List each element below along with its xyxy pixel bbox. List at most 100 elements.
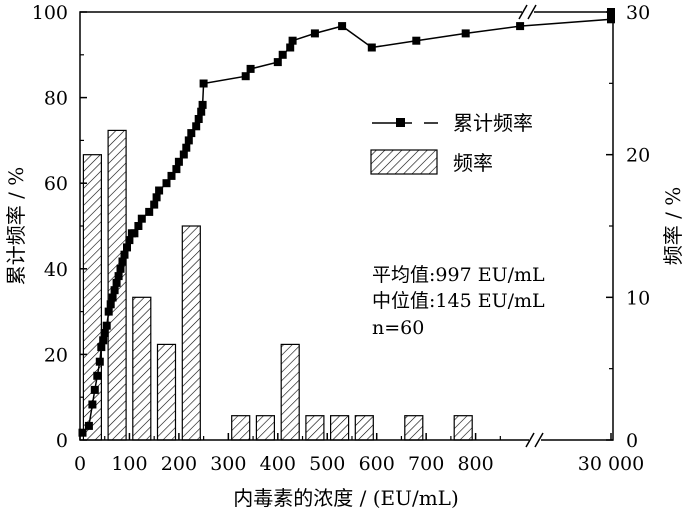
frequency-bar <box>404 415 424 441</box>
frequency-bar <box>156 343 177 441</box>
cumulative-point <box>172 165 181 174</box>
y-left-tick-label: 20 <box>44 344 68 366</box>
cumulative-point <box>88 400 97 409</box>
frequency-bar <box>231 415 251 441</box>
cumulative-point <box>100 329 109 337</box>
cumulative-point <box>123 243 131 252</box>
cumulative-point <box>99 336 108 345</box>
y-right-tick-label: 10 <box>626 287 650 309</box>
cumulative-point <box>134 222 143 230</box>
x-tick-label: 100 <box>111 453 147 475</box>
legend-bar-label: 频率 <box>453 151 493 175</box>
cumulative-point <box>84 421 93 430</box>
cumulative-point <box>288 36 297 45</box>
cumulative-point <box>95 357 104 366</box>
x-axis-title: 内毒素的浓度 / (EU/mL) <box>233 486 459 510</box>
stats-annotation: 平均值:997 EU/mL 中位值:145 EU/mL n=60 <box>372 264 545 339</box>
cumulative-point <box>516 22 525 31</box>
x-tick-label: 700 <box>408 453 444 475</box>
cumulative-point <box>145 207 154 216</box>
y-left-tick-label: 60 <box>44 173 68 195</box>
y-left-tick-label: 0 <box>56 430 68 452</box>
y-left-tick-label: 40 <box>44 259 68 281</box>
legend-line-item: 累计频率 <box>372 111 533 135</box>
frequency-bar <box>330 415 350 441</box>
frequency-bar <box>453 415 473 441</box>
legend-bar-item: 频率 <box>370 149 493 175</box>
y-right-tick-label: 0 <box>626 430 638 452</box>
x-tick-label: 30 000 <box>578 453 644 475</box>
x-tick-label: 800 <box>457 453 493 475</box>
legend: 累计频率 频率 <box>370 111 533 175</box>
cumulative-point <box>461 29 470 38</box>
cumulative-point <box>192 122 201 131</box>
cumulative-point <box>130 229 139 238</box>
sample-size-annotation: n=60 <box>372 317 424 339</box>
cumulative-point <box>152 193 161 202</box>
frequency-bar <box>354 415 374 441</box>
cumulative-point <box>102 321 111 330</box>
cumulative-point <box>106 300 115 309</box>
legend-line-label: 累计频率 <box>453 111 533 135</box>
cumulative-point <box>90 385 99 394</box>
cumulative-point <box>118 257 127 266</box>
cumulative-point <box>120 250 129 259</box>
cumulative-point <box>137 214 146 223</box>
cumulative-point <box>286 43 295 52</box>
y-right-tick-label: 30 <box>626 2 650 24</box>
cumulative-point <box>184 136 193 145</box>
cumulative-point <box>78 428 87 437</box>
y-left-tick-label: 80 <box>44 88 68 110</box>
cumulative-point <box>367 43 376 52</box>
axis-break-top <box>518 4 537 20</box>
median-annotation: 中位值:145 EU/mL <box>372 290 545 312</box>
y-axis-left-title: 累计频率 / % <box>4 167 28 285</box>
cumulative-point <box>241 72 250 81</box>
cumulative-point <box>150 200 159 209</box>
mean-annotation: 平均值:997 EU/mL <box>372 264 545 286</box>
cumulative-point <box>155 186 164 195</box>
cumulative-point <box>607 15 615 24</box>
y-left-tick-label: 100 <box>32 2 68 24</box>
cumulative-point <box>198 100 207 109</box>
cumulative-point <box>97 343 106 352</box>
cumulative-point <box>179 150 188 159</box>
cumulative-point <box>108 293 117 302</box>
cumulative-point <box>199 79 208 88</box>
frequency-bar <box>132 296 152 441</box>
cumulative-point <box>162 179 171 188</box>
cumulative-point <box>114 272 123 281</box>
axis-break-bottom <box>525 432 544 448</box>
cumulative-point <box>338 22 347 31</box>
frequency-bar <box>305 415 325 441</box>
y-axis-right-title: 频率 / % <box>661 187 685 265</box>
x-tick-label: 600 <box>359 453 395 475</box>
cumulative-point <box>182 143 191 152</box>
cumulative-point <box>93 371 102 380</box>
cumulative-point <box>116 264 125 273</box>
frequency-bar <box>255 415 275 441</box>
cumulative-point <box>197 107 206 116</box>
cumulative-point <box>273 58 282 67</box>
cumulative-point <box>167 171 176 180</box>
cumulative-point <box>278 50 287 59</box>
frequency-bar <box>82 154 103 441</box>
x-tick-label: 300 <box>210 453 246 475</box>
frequency-bar <box>181 225 201 441</box>
x-tick-label: 0 <box>74 453 86 475</box>
x-tick-label: 200 <box>161 453 197 475</box>
cumulative-point <box>246 64 255 73</box>
cumulative-point <box>310 29 319 38</box>
frequency-bar <box>280 343 300 441</box>
cumulative-point <box>125 236 134 245</box>
x-tick-label: 500 <box>309 453 345 475</box>
y-right-tick-label: 20 <box>626 145 650 167</box>
cumulative-point <box>194 115 203 123</box>
x-tick-label: 400 <box>260 453 296 475</box>
cumulative-point <box>174 157 183 166</box>
cumulative-point <box>412 36 421 45</box>
cumulative-point <box>104 307 113 316</box>
cumulative-point <box>112 278 121 287</box>
axes: 0 100 200 300 400 500 600 700 800 30 000020406080… <box>32 2 650 475</box>
